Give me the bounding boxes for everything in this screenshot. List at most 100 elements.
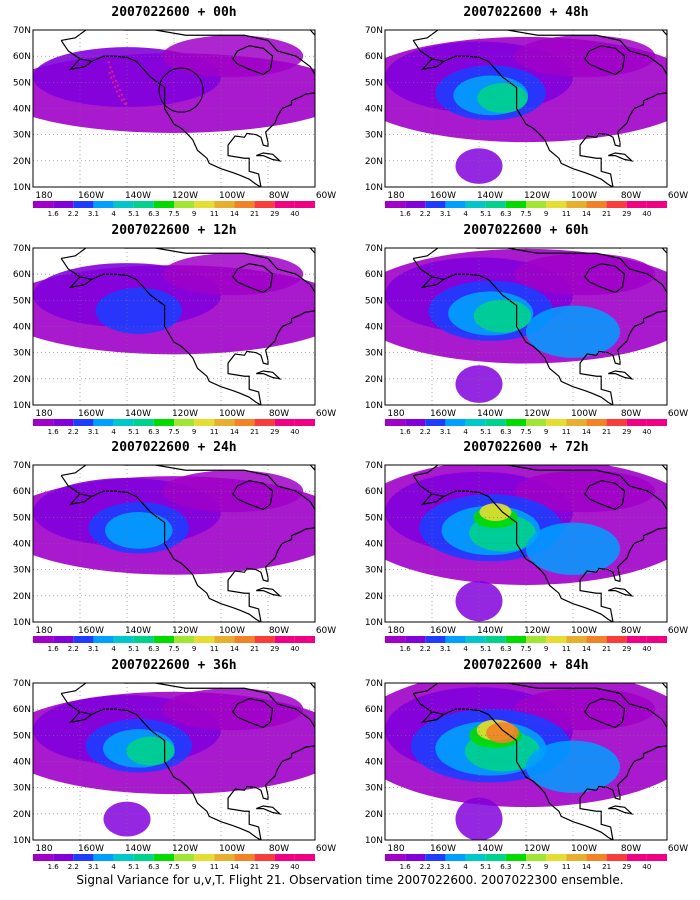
panel-title: 2007022600 + 84h	[463, 658, 589, 673]
variance-map: 70N 60N 50N 40N 30N 20N 10N 180 160W 140W 120W 100W…	[365, 461, 688, 653]
target-region-circle	[158, 67, 204, 113]
svg-text:160W: 160W	[430, 191, 456, 201]
panel-title: 2007022600 + 36h	[111, 658, 237, 673]
svg-text:180: 180	[387, 626, 404, 636]
svg-text:11: 11	[562, 645, 571, 653]
svg-text:2.2: 2.2	[420, 863, 431, 871]
svg-text:60N: 60N	[365, 487, 383, 497]
svg-text:180: 180	[387, 844, 404, 854]
svg-text:20N: 20N	[13, 810, 31, 820]
svg-text:160W: 160W	[430, 626, 456, 636]
coastline	[412, 30, 667, 187]
svg-text:7.5: 7.5	[520, 210, 531, 218]
colorbar: 1.6 2.2 3.1 4 5.1 6.3 7.5 9 11 14 21 29 40	[33, 419, 315, 436]
svg-text:70N: 70N	[13, 244, 31, 254]
panel-title: 2007022600 + 12h	[111, 223, 237, 238]
svg-text:9: 9	[192, 645, 196, 653]
svg-text:60W: 60W	[668, 409, 688, 419]
svg-text:120W: 120W	[172, 626, 198, 636]
svg-text:6.3: 6.3	[500, 210, 511, 218]
svg-text:120W: 120W	[524, 409, 550, 419]
svg-text:9: 9	[544, 210, 548, 218]
svg-text:100W: 100W	[219, 191, 245, 201]
svg-text:7.5: 7.5	[168, 863, 179, 871]
svg-text:50N: 50N	[13, 296, 31, 306]
svg-text:120W: 120W	[172, 409, 198, 419]
svg-text:5.1: 5.1	[128, 210, 139, 218]
svg-text:40N: 40N	[365, 758, 383, 768]
svg-text:4: 4	[463, 645, 468, 653]
svg-text:4: 4	[463, 863, 468, 871]
svg-text:21: 21	[250, 645, 259, 653]
svg-text:30N: 30N	[365, 131, 383, 141]
svg-text:80W: 80W	[621, 191, 641, 201]
svg-text:100W: 100W	[571, 191, 597, 201]
coastline	[412, 465, 667, 622]
svg-text:6.3: 6.3	[500, 428, 511, 436]
svg-text:40N: 40N	[365, 105, 383, 115]
map-panel: 2007022600 + 48h 70N 60N 50N 40N 30N 20N 10N 180…	[365, 5, 700, 220]
svg-text:60N: 60N	[13, 705, 31, 715]
svg-text:29: 29	[622, 428, 631, 436]
svg-text:7.5: 7.5	[168, 210, 179, 218]
svg-text:10N: 10N	[13, 836, 31, 846]
variance-map: 70N 60N 50N 40N 30N 20N 10N 180 160W 140W 120W 100W…	[13, 244, 336, 436]
svg-text:14: 14	[582, 210, 591, 218]
svg-text:80W: 80W	[621, 409, 641, 419]
svg-text:100W: 100W	[571, 626, 597, 636]
svg-text:9: 9	[192, 210, 196, 218]
svg-text:120W: 120W	[524, 191, 550, 201]
flight-track	[107, 61, 128, 107]
svg-text:14: 14	[582, 428, 591, 436]
svg-text:21: 21	[250, 210, 259, 218]
svg-text:40N: 40N	[13, 323, 31, 333]
colorbar: 1.6 2.2 3.1 4 5.1 6.3 7.5 9 11 14 21 29 40	[385, 636, 667, 653]
svg-text:60N: 60N	[365, 52, 383, 62]
svg-text:140W: 140W	[477, 844, 503, 854]
svg-text:120W: 120W	[172, 844, 198, 854]
panel-title: 2007022600 + 00h	[111, 5, 237, 20]
svg-text:70N: 70N	[365, 461, 383, 471]
svg-text:21: 21	[250, 428, 259, 436]
svg-text:180: 180	[387, 409, 404, 419]
svg-text:10N: 10N	[365, 183, 383, 193]
svg-text:50N: 50N	[365, 731, 383, 741]
svg-text:20N: 20N	[365, 375, 383, 385]
svg-text:14: 14	[230, 863, 239, 871]
svg-text:5.1: 5.1	[480, 645, 491, 653]
svg-text:7.5: 7.5	[520, 645, 531, 653]
svg-text:11: 11	[562, 428, 571, 436]
svg-text:50N: 50N	[13, 731, 31, 741]
svg-text:40N: 40N	[365, 323, 383, 333]
svg-text:60N: 60N	[365, 270, 383, 280]
colorbar: 1.6 2.2 3.1 4 5.1 6.3 7.5 9 11 14 21 29 40	[33, 636, 315, 653]
svg-text:40: 40	[290, 645, 299, 653]
panel-title: 2007022600 + 48h	[463, 5, 589, 20]
svg-text:80W: 80W	[621, 626, 641, 636]
panel-title: 2007022600 + 24h	[111, 440, 237, 455]
svg-text:4: 4	[111, 863, 116, 871]
svg-text:1.6: 1.6	[400, 210, 412, 218]
svg-text:160W: 160W	[78, 626, 104, 636]
svg-text:11: 11	[210, 863, 219, 871]
svg-text:4: 4	[463, 210, 468, 218]
svg-text:10N: 10N	[365, 618, 383, 628]
svg-text:40: 40	[642, 210, 651, 218]
svg-text:2.2: 2.2	[68, 863, 79, 871]
svg-text:21: 21	[250, 863, 259, 871]
svg-text:21: 21	[602, 863, 611, 871]
svg-text:14: 14	[582, 863, 591, 871]
svg-text:30N: 30N	[365, 566, 383, 576]
svg-text:180: 180	[35, 191, 52, 201]
svg-text:30N: 30N	[365, 784, 383, 794]
svg-text:4: 4	[463, 428, 468, 436]
svg-text:1.6: 1.6	[400, 645, 412, 653]
svg-text:11: 11	[562, 210, 571, 218]
variance-field	[385, 683, 667, 840]
svg-text:100W: 100W	[219, 844, 245, 854]
svg-text:60N: 60N	[365, 705, 383, 715]
svg-text:40: 40	[290, 210, 299, 218]
svg-text:29: 29	[270, 645, 279, 653]
svg-text:11: 11	[210, 210, 219, 218]
